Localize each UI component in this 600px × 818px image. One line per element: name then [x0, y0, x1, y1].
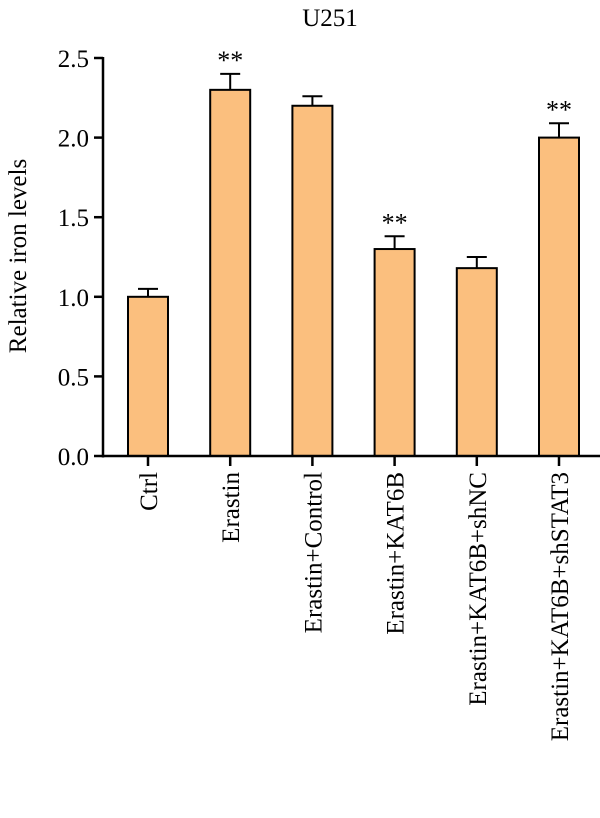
y-tick-label: 0.0 — [58, 444, 89, 471]
bar — [127, 295, 169, 457]
bar — [209, 88, 252, 457]
y-tick-label: 0.5 — [58, 364, 89, 391]
y-tick-label: 1.5 — [58, 205, 89, 232]
significance-marker: ** — [382, 208, 408, 237]
significance-marker: ** — [217, 46, 243, 75]
x-tick-label: Erastin+KAT6B+shSTAT3 — [547, 472, 574, 741]
y-tick-label: 1.0 — [58, 285, 89, 312]
y-tick-label: 2.5 — [58, 46, 89, 73]
x-tick-label: Erastin+KAT6B+shNC — [465, 472, 492, 706]
x-tick-label: Erastin — [218, 472, 245, 543]
y-tick-label: 2.0 — [58, 126, 89, 153]
bar — [538, 136, 580, 457]
significance-marker: ** — [546, 95, 572, 124]
chart-title: U251 — [302, 5, 358, 32]
bar — [373, 248, 416, 457]
x-tick-label: Ctrl — [136, 472, 163, 511]
x-tick-label: Erastin+KAT6B — [383, 472, 410, 635]
bar — [291, 104, 334, 457]
y-axis: 0.0 0.5 1.0 1.5 2.0 2.5 — [58, 46, 105, 471]
bar — [455, 267, 498, 458]
x-axis: Ctrl Erastin Erastin+Control Erastin+KAT6B E… — [102, 454, 600, 741]
bars: ** ** ** — [127, 46, 580, 458]
y-axis-label: Relative iron levels — [5, 159, 32, 353]
x-tick-label: Erastin+Control — [300, 472, 327, 633]
